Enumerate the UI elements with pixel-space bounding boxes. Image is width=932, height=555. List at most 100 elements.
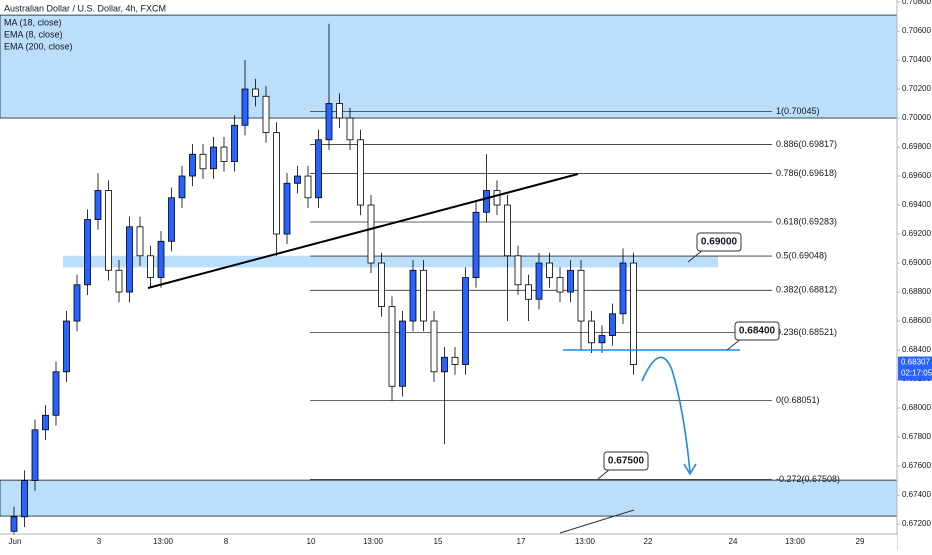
candle-body: [504, 204, 511, 257]
y-tick-label: 0.70000: [902, 113, 931, 122]
last-price-tag: [898, 356, 932, 381]
candle-body: [241, 88, 249, 126]
candle-body: [399, 320, 406, 387]
fib-label: 0.236(0.68521): [776, 327, 837, 337]
y-tick-label: 0.70200: [902, 84, 931, 93]
candle-body: [493, 190, 501, 206]
candle-body: [514, 255, 522, 286]
y-tick-label: 0.67400: [902, 490, 931, 499]
countdown: 02:17:05: [901, 369, 932, 378]
arrow-head: [683, 463, 697, 476]
y-tick-label: 0.70800: [902, 0, 931, 6]
candle-body: [157, 240, 165, 278]
y-tick-label: 0.67800: [902, 432, 931, 441]
candle-body: [31, 429, 39, 481]
candle-body: [84, 219, 91, 286]
candle-body: [210, 146, 217, 170]
x-tick-label: 13:00: [785, 537, 806, 546]
candle-body: [556, 277, 564, 293]
candle-body: [588, 320, 595, 344]
fib-label: -0.272(0.67508): [776, 474, 840, 484]
candle-body: [136, 226, 144, 257]
candle-body: [525, 284, 532, 300]
fib-label: 0.382(0.68812): [776, 285, 837, 295]
forecast-arrow: [641, 356, 691, 473]
chart-title: Australian Dollar / U.S. Dollar, 4h, FXC…: [4, 3, 166, 13]
trend-line: [559, 509, 635, 534]
candle-body: [441, 356, 448, 373]
y-tick-label: 0.68800: [902, 287, 931, 296]
x-tick-label: 13:00: [575, 537, 596, 546]
x-tick-label: Jun: [9, 537, 22, 546]
candle-body: [199, 153, 207, 170]
candle-body: [10, 516, 18, 532]
candle-body: [21, 480, 28, 518]
candle-body: [619, 262, 627, 315]
candle-body: [189, 153, 196, 177]
candle-body: [63, 320, 70, 373]
y-tick-label: 0.69000: [902, 258, 931, 267]
x-tick-label: 15: [434, 537, 443, 546]
candle-body: [94, 190, 102, 220]
candle-body: [105, 190, 112, 271]
fib-label: 0.5(0.69048): [776, 250, 827, 260]
candle-body: [168, 197, 175, 242]
x-tick-label: 13:00: [153, 537, 174, 546]
fib-label: 0.618(0.69283): [776, 216, 837, 226]
callout-pointer: [597, 468, 611, 480]
candle-body: [325, 103, 333, 141]
zone: [0, 479, 898, 517]
candle-body: [315, 139, 322, 199]
candle-body: [147, 255, 154, 278]
callout-box: [603, 451, 649, 471]
y-tick-label: 0.67600: [902, 461, 931, 470]
candle-body: [462, 277, 469, 365]
candle-body: [535, 262, 543, 300]
candle-body: [451, 356, 459, 365]
candle-body: [294, 175, 301, 184]
candle-body: [483, 190, 490, 213]
x-tick-label: 24: [729, 537, 738, 546]
candle-body: [42, 414, 49, 431]
price-axis-bg: [898, 0, 932, 550]
callout-label: 0.67500: [608, 456, 645, 467]
candle-body: [420, 269, 427, 322]
candle-body: [367, 204, 375, 264]
legend-item: EMA (8, close): [4, 29, 63, 39]
candle-body: [283, 182, 291, 235]
candle-body: [409, 269, 417, 322]
x-tick-label: 10: [307, 537, 316, 546]
candle-body: [577, 269, 585, 322]
y-tick-label: 0.69800: [902, 142, 931, 151]
x-tick-label: 3: [97, 537, 102, 546]
fib-label: 0(0.68051): [776, 395, 820, 405]
y-tick-label: 0.69600: [902, 171, 931, 180]
x-tick-label: 13:00: [363, 537, 384, 546]
legend-item: EMA (200, close): [4, 41, 73, 51]
fib-label: 1(0.70045): [776, 106, 820, 116]
callout-box: [696, 232, 742, 252]
candle-body: [273, 132, 280, 235]
time-axis-bg: [0, 535, 897, 550]
callout-label: 0.69000: [701, 237, 738, 248]
candle-body: [388, 306, 396, 387]
legend-item: MA (18, close): [4, 17, 62, 27]
candle-body: [430, 320, 438, 373]
y-tick-label: 0.67200: [902, 519, 931, 528]
candle-body: [126, 226, 133, 293]
x-tick-label: 8: [224, 537, 229, 546]
y-tick-label: 0.70400: [902, 55, 931, 64]
candle-body: [262, 95, 270, 133]
x-tick-label: 17: [517, 537, 526, 546]
candle-body: [336, 103, 343, 119]
candle-body: [252, 88, 259, 97]
candle-body: [546, 262, 553, 278]
candle-body: [231, 124, 238, 162]
candle-body: [220, 146, 228, 162]
candle-body: [598, 335, 606, 344]
trend-line: [147, 173, 579, 289]
candle-body: [609, 313, 616, 336]
last-price-label: 0.68307: [901, 358, 930, 367]
callout-pointer: [687, 249, 704, 263]
